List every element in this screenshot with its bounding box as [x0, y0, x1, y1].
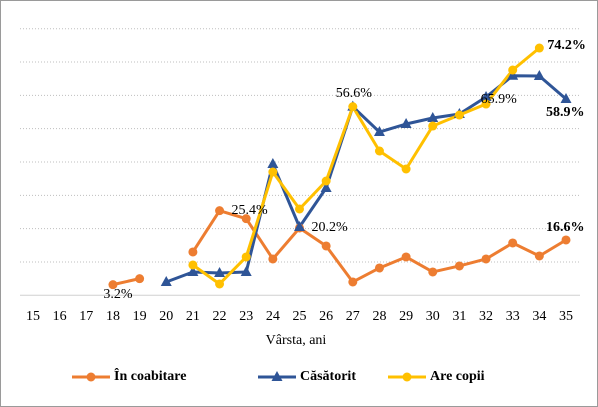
marker — [241, 214, 251, 224]
x-tick-label: 29 — [399, 309, 413, 324]
marker — [188, 260, 198, 270]
marker — [454, 110, 464, 120]
marker — [373, 126, 385, 137]
legend-marker — [86, 372, 96, 382]
series-line — [192, 46, 541, 286]
marker — [374, 146, 384, 156]
marker — [427, 112, 439, 123]
marker — [240, 265, 252, 276]
data-label: 65.9% — [481, 92, 518, 107]
marker — [481, 99, 491, 109]
marker — [241, 252, 251, 262]
marker — [321, 176, 331, 186]
x-tick-label: 15 — [26, 309, 40, 324]
marker — [267, 157, 279, 168]
marker — [561, 235, 571, 245]
marker — [454, 261, 464, 271]
legend-label: În coabitare — [114, 367, 186, 384]
legend-label: Are copii — [430, 369, 485, 384]
data-label: 74.2% — [547, 38, 586, 53]
x-tick-label: 16 — [53, 309, 67, 324]
data-label: 16.6% — [546, 220, 585, 235]
legend-item: Are copii — [388, 369, 485, 384]
marker — [135, 274, 145, 284]
x-tick-label: 30 — [426, 309, 440, 324]
marker — [188, 247, 198, 257]
marker — [295, 204, 304, 214]
marker — [508, 238, 518, 248]
marker — [215, 279, 225, 289]
x-tick-label: 34 — [532, 309, 546, 324]
marker — [401, 252, 411, 262]
marker — [428, 267, 438, 277]
x-tick-label: 19 — [133, 309, 147, 324]
x-tick-label: 31 — [452, 309, 466, 324]
x-tick-label: 18 — [106, 309, 120, 324]
marker — [374, 263, 384, 273]
x-tick-label: 20 — [159, 309, 173, 324]
marker — [321, 241, 331, 251]
marker — [348, 102, 358, 112]
marker — [215, 206, 225, 216]
legend-marker — [402, 372, 412, 382]
marker — [160, 275, 172, 286]
marker — [214, 266, 226, 277]
x-tick-label: 28 — [372, 309, 386, 324]
legend-label: Căsătorit — [300, 369, 356, 384]
x-tick-label: 17 — [79, 309, 93, 324]
marker — [481, 254, 491, 264]
marker — [508, 65, 518, 75]
x-tick-label: 32 — [479, 309, 493, 324]
marker — [401, 164, 411, 174]
marker — [507, 69, 519, 80]
legend-marker — [271, 371, 283, 381]
marker — [320, 181, 332, 192]
x-tick-label: 24 — [266, 309, 280, 324]
marker — [533, 70, 545, 81]
x-tick-label: 33 — [506, 309, 520, 324]
marker — [294, 220, 305, 231]
marker — [108, 280, 118, 290]
marker — [428, 121, 438, 131]
data-label: 58.9% — [546, 105, 585, 120]
marker — [560, 93, 572, 104]
x-axis-label: Vârsta, ani — [266, 333, 327, 348]
x-tick-label: 26 — [319, 309, 333, 324]
legend-item: În coabitare — [72, 367, 186, 384]
data-label: 56.6% — [336, 86, 373, 101]
marker — [400, 118, 412, 129]
data-label: 20.2% — [312, 220, 349, 235]
x-tick-label: 22 — [213, 309, 227, 324]
x-tick-label: 23 — [239, 309, 253, 324]
marker — [268, 254, 278, 264]
marker — [187, 265, 199, 276]
x-tick-label: 35 — [559, 309, 573, 324]
marker — [534, 251, 544, 261]
marker — [480, 91, 492, 102]
marker — [348, 277, 358, 287]
data-label: 25.4% — [232, 203, 268, 218]
x-tick-label: 25 — [293, 309, 307, 324]
x-tick-label: 21 — [186, 309, 200, 324]
data-label: 3.2% — [103, 287, 133, 302]
x-tick-label: 27 — [346, 309, 360, 324]
marker — [534, 43, 544, 53]
marker — [268, 167, 278, 177]
legend-item: Căsătorit — [258, 369, 356, 384]
